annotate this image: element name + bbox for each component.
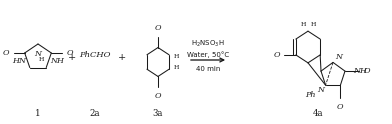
Text: 40 min: 40 min (196, 66, 220, 72)
Text: H: H (300, 22, 306, 27)
Text: O: O (3, 49, 10, 57)
Text: O: O (155, 24, 161, 31)
Text: O: O (66, 49, 73, 57)
Text: O: O (364, 67, 370, 75)
Text: NH: NH (50, 57, 64, 64)
Text: +: + (68, 52, 76, 62)
Text: 2a: 2a (90, 108, 100, 118)
Text: Ph: Ph (305, 91, 316, 99)
Text: PhCHO: PhCHO (79, 51, 111, 59)
Text: N: N (318, 86, 325, 94)
Text: Water, 50°C: Water, 50°C (187, 52, 229, 58)
Text: 3a: 3a (153, 108, 163, 118)
Text: +: + (118, 52, 126, 62)
Text: H$_2$NSO$_3$H: H$_2$NSO$_3$H (191, 39, 225, 49)
Text: H: H (174, 54, 180, 59)
Text: HN: HN (12, 57, 26, 64)
Text: 1: 1 (35, 108, 41, 118)
Text: H: H (174, 65, 180, 70)
Text: 4a: 4a (313, 108, 323, 118)
Text: H: H (310, 22, 316, 27)
Text: H: H (38, 57, 44, 62)
Text: O: O (337, 103, 344, 111)
Text: O: O (273, 51, 280, 59)
Text: O: O (155, 93, 161, 100)
Text: NH: NH (353, 67, 367, 75)
Text: N: N (335, 53, 342, 61)
Text: N: N (34, 50, 42, 58)
